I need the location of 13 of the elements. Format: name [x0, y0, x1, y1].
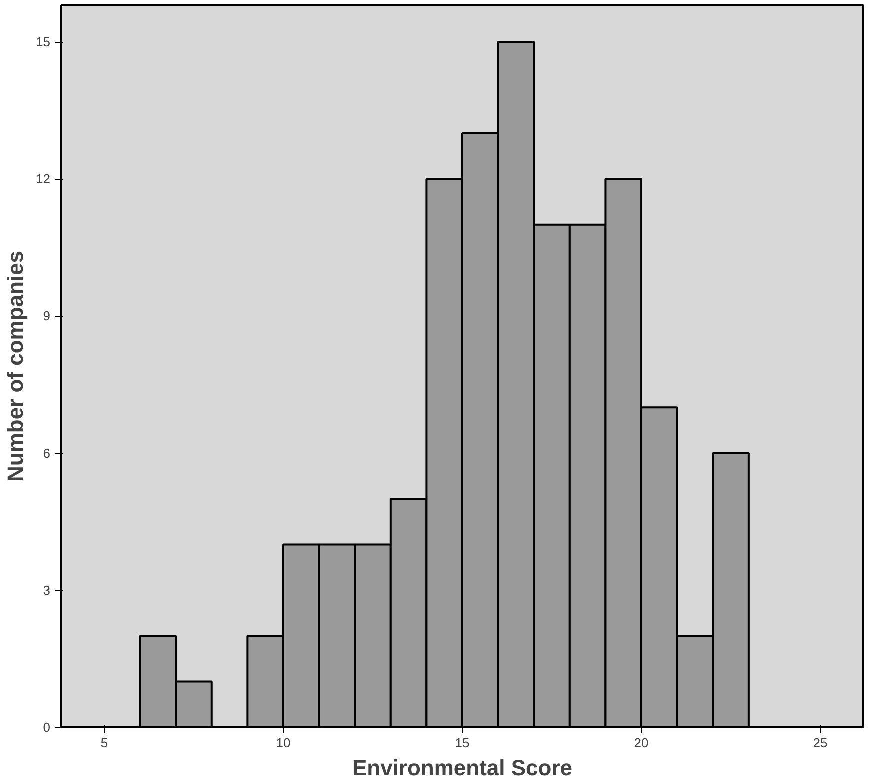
- y-tick-label: 3: [43, 582, 51, 598]
- y-tick-label: 9: [43, 308, 51, 324]
- y-tick-label: 15: [36, 34, 51, 50]
- x-tick-label: 20: [634, 736, 649, 750]
- x-tick-label: 15: [455, 736, 470, 750]
- x-tick-label: 10: [276, 736, 291, 750]
- x-tick-label: 5: [100, 736, 108, 750]
- y-tick-label: 0: [43, 720, 51, 735]
- x-tick-label: 25: [813, 736, 828, 750]
- y-axis-title: Number of companies: [3, 250, 28, 482]
- y-tick-label: 12: [36, 172, 51, 187]
- y-tick-label: 6: [43, 446, 51, 461]
- x-axis-title: Environmental Score: [352, 756, 573, 780]
